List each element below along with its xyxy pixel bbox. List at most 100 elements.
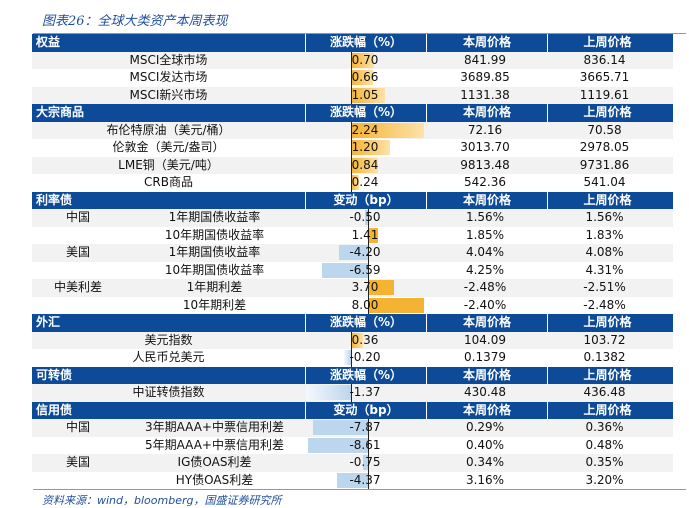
- zero-axis: [368, 471, 369, 489]
- change-value: -4.37: [349, 472, 381, 487]
- this-week-value: 0.29%: [465, 420, 505, 434]
- section-header: 利率债 变动（bp） 本周价格 上周价格: [32, 191, 673, 209]
- this-week-value: 542.36: [464, 175, 506, 189]
- item-label: 3年期AAA+中票信用利差: [145, 420, 284, 434]
- zero-axis: [368, 244, 369, 262]
- change-bar: [368, 280, 394, 295]
- change-header: 变动（bp）: [306, 401, 427, 419]
- last-week-value: 9731.86: [579, 157, 630, 172]
- zero-axis: [368, 454, 369, 472]
- change-bar: [338, 245, 368, 260]
- row-label-cell: 美国 1年期国债收益率: [32, 244, 305, 262]
- table-row: MSCI全球市场 0.70 841.99 836.14: [32, 51, 673, 70]
- this-week-value: 3013.70: [460, 140, 510, 154]
- zero-axis: [351, 51, 352, 69]
- this-week-value: -2.48%: [463, 280, 507, 294]
- change-header: 涨跌幅（%）: [306, 104, 427, 122]
- this-week-header: 本周价格: [427, 191, 548, 209]
- item-label: 1年期利差: [186, 280, 243, 294]
- last-week-header: 上周价格: [583, 402, 632, 417]
- this-week-header: 本周价格: [427, 314, 548, 332]
- change-bar: [368, 297, 424, 313]
- zero-axis: [351, 86, 352, 104]
- item-label: HY债OAS利差: [175, 472, 254, 487]
- last-week-value: 4.31%: [585, 262, 624, 277]
- last-week-value: 103.72: [583, 332, 626, 347]
- table-row: 布伦特原油（美元/桶） 2.24 72.16 70.58: [32, 121, 673, 139]
- last-week-value: 1.83%: [585, 227, 624, 242]
- last-week-value: 0.35%: [585, 455, 624, 469]
- change-cell: 0.24: [305, 174, 425, 192]
- zero-axis: [368, 261, 369, 279]
- this-week-header: 本周价格: [427, 34, 548, 52]
- figure-title: 图表26：全球大类资产本周表现: [42, 14, 228, 29]
- source-note: 资料来源：wind，bloomberg，国盛证券研究所: [42, 494, 282, 507]
- this-week-value: 104.09: [464, 332, 506, 347]
- change-bar: [312, 420, 368, 435]
- change-value: -4.20: [349, 245, 381, 259]
- change-cell: -0.75: [305, 454, 425, 472]
- row-label-cell: 中国 3年期AAA+中票信用利差: [32, 419, 305, 437]
- top-rule: [33, 33, 686, 34]
- table-row: 中国 3年期AAA+中票信用利差 -7.87 0.29% 0.36%: [32, 419, 673, 437]
- change-value: 1.05: [351, 87, 379, 102]
- table-row: 人民币兑美元 -0.20 0.1379 0.1382: [32, 349, 673, 367]
- last-week-value: 0.36%: [585, 420, 624, 434]
- change-cell: 0.84: [305, 156, 425, 174]
- change-cell: -8.61: [305, 436, 425, 454]
- zero-axis: [368, 209, 369, 227]
- change-bar: [351, 122, 425, 138]
- section-name: 权益: [32, 34, 306, 52]
- bottom-rule: [33, 489, 686, 490]
- this-week-value: 72.16: [467, 122, 503, 137]
- this-week-value: 3.16%: [465, 472, 505, 487]
- section-name: 大宗商品: [32, 104, 306, 122]
- last-week-value: -2.51%: [583, 280, 626, 294]
- region-label: 中国: [65, 210, 90, 224]
- last-week-value: 2978.05: [579, 140, 630, 154]
- change-value: 2.24: [351, 122, 379, 137]
- change-cell: 1.05: [305, 86, 425, 104]
- change-value: 1.20: [351, 140, 379, 154]
- change-cell: 2.24: [305, 121, 425, 139]
- item-label: 1年期国债收益率: [168, 245, 261, 259]
- change-cell: -0.20: [305, 349, 425, 367]
- section-header: 权益 涨跌幅（%） 本周价格 上周价格: [32, 34, 673, 52]
- table-row: 10年期国债收益率 1.41 1.85% 1.83%: [32, 226, 673, 244]
- row-label-cell: LME铜（美元/吨）: [32, 157, 305, 175]
- row-label-cell: MSCI新兴市场: [32, 87, 305, 105]
- row-label-cell: 人民币兑美元: [32, 349, 305, 367]
- change-cell: 0.70: [305, 51, 425, 69]
- last-week-value: 1.56%: [585, 210, 624, 224]
- row-label-cell: CRB商品: [32, 174, 305, 192]
- last-week-header: 上周价格: [583, 315, 632, 329]
- change-cell: 0.66: [305, 69, 425, 87]
- section-header: 大宗商品 涨跌幅（%） 本周价格 上周价格: [32, 104, 673, 122]
- item-label: 10年期国债收益率: [164, 262, 265, 277]
- row-label-cell: HY债OAS利差: [32, 472, 305, 490]
- change-bar: [351, 157, 379, 173]
- change-value: 3.70: [351, 280, 379, 294]
- row-label-cell: MSCI全球市场: [32, 52, 305, 70]
- table-row: 中国 1年期国债收益率 -0.50 1.56% 1.56%: [32, 209, 673, 227]
- item-label: 10年期利差: [182, 297, 247, 312]
- change-bar: [306, 385, 351, 400]
- region-label: 中美利差: [53, 280, 102, 294]
- change-value: 0.24: [351, 175, 379, 189]
- this-week-value: 841.99: [464, 52, 506, 67]
- section-header: 可转债 涨跌幅（%） 本周价格 上周价格: [32, 366, 673, 384]
- item-label: IG债OAS利差: [177, 455, 252, 469]
- this-week-value: 0.40%: [465, 437, 505, 452]
- row-label-cell: 中国 1年期国债收益率: [32, 209, 305, 227]
- change-cell: -7.87: [305, 419, 425, 437]
- item-label: MSCI全球市场: [129, 52, 208, 67]
- this-week-value: 1.56%: [465, 210, 505, 224]
- this-week-value: 1131.38: [460, 87, 510, 102]
- zero-axis: [351, 384, 352, 402]
- change-cell: 3.70: [305, 279, 425, 297]
- row-label-cell: 5年期AAA+中票信用利差: [32, 437, 305, 455]
- section-name: 利率债: [32, 191, 306, 209]
- change-bar: [307, 437, 368, 453]
- section-name: 信用债: [32, 401, 306, 419]
- this-week-header: 本周价格: [427, 401, 548, 419]
